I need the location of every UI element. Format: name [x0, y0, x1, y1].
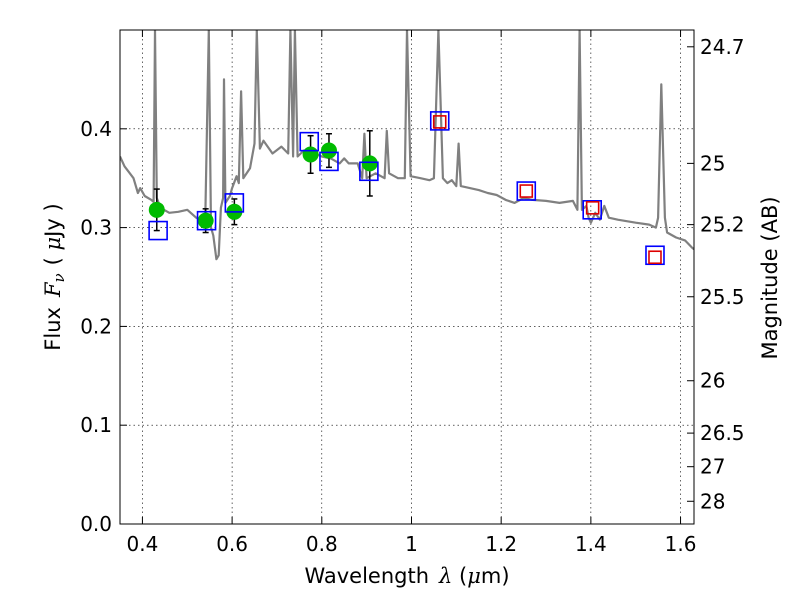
y-tick-label: 0.0 — [80, 512, 112, 536]
plot-frame — [119, 29, 695, 525]
y-tick-label: 0.4 — [80, 117, 112, 141]
mag-tick-label: 26 — [700, 369, 725, 393]
observed-point — [197, 212, 214, 229]
model-blue-point — [224, 193, 245, 213]
x-axis-label: Wavelength λ (μm) — [304, 564, 509, 588]
mag-tick-label: 25 — [700, 151, 725, 175]
template-spectrum-group — [120, 30, 694, 261]
y-tick-label: 0.1 — [80, 413, 112, 437]
mag-tick-label: 28 — [700, 489, 725, 513]
model-blue-point — [582, 200, 603, 220]
x-tick-label: 0.4 — [127, 532, 159, 556]
x-tick-label: 1 — [405, 532, 418, 556]
mag-tick-label: 26.5 — [700, 421, 745, 445]
model-blue-point — [359, 161, 379, 182]
model-blue-point — [299, 131, 320, 152]
y2-axis-label: Magnitude (AB) — [758, 196, 782, 359]
observed-point — [320, 142, 337, 159]
mag-tick-label: 25.2 — [700, 213, 745, 237]
axis-ticks: 0.4 0.6 0.8 1 1.2 1.4 1.6 0.0 0.1 0.2 0.3 0.4 24.7 25… — [80, 30, 745, 556]
y-tick-label: 0.3 — [80, 216, 112, 240]
model-red-point — [432, 115, 447, 129]
model-blue-point — [516, 181, 537, 201]
x-tick-label: 0.8 — [306, 532, 338, 556]
template-spectrum-line — [120, 30, 694, 261]
model-blue-point — [196, 210, 217, 231]
model-blue-point — [319, 151, 339, 172]
data-markers — [148, 111, 665, 266]
y-tick-label: 0.2 — [80, 314, 112, 338]
mag-tick-label: 27 — [700, 455, 725, 479]
observed-point — [361, 155, 378, 172]
mag-tick-label: 24.7 — [700, 35, 745, 59]
x-tick-label: 1.2 — [485, 532, 517, 556]
model-red-point — [585, 201, 600, 215]
model-red-point — [648, 250, 662, 265]
x-tick-label: 0.6 — [216, 532, 248, 556]
mag-tick-label: 25.5 — [700, 285, 745, 309]
model-red-point — [519, 184, 534, 198]
model-blue-point — [429, 111, 450, 131]
x-tick-label: 1.6 — [665, 532, 697, 556]
model-blue-point — [645, 245, 665, 266]
observed-point — [302, 146, 319, 163]
x-tick-label: 1.4 — [575, 532, 607, 556]
plot-background — [120, 30, 694, 524]
observed-point — [148, 201, 165, 218]
y-axis-label: FluxFν( μJy ) — [41, 203, 68, 350]
model-blue-point — [148, 220, 168, 241]
